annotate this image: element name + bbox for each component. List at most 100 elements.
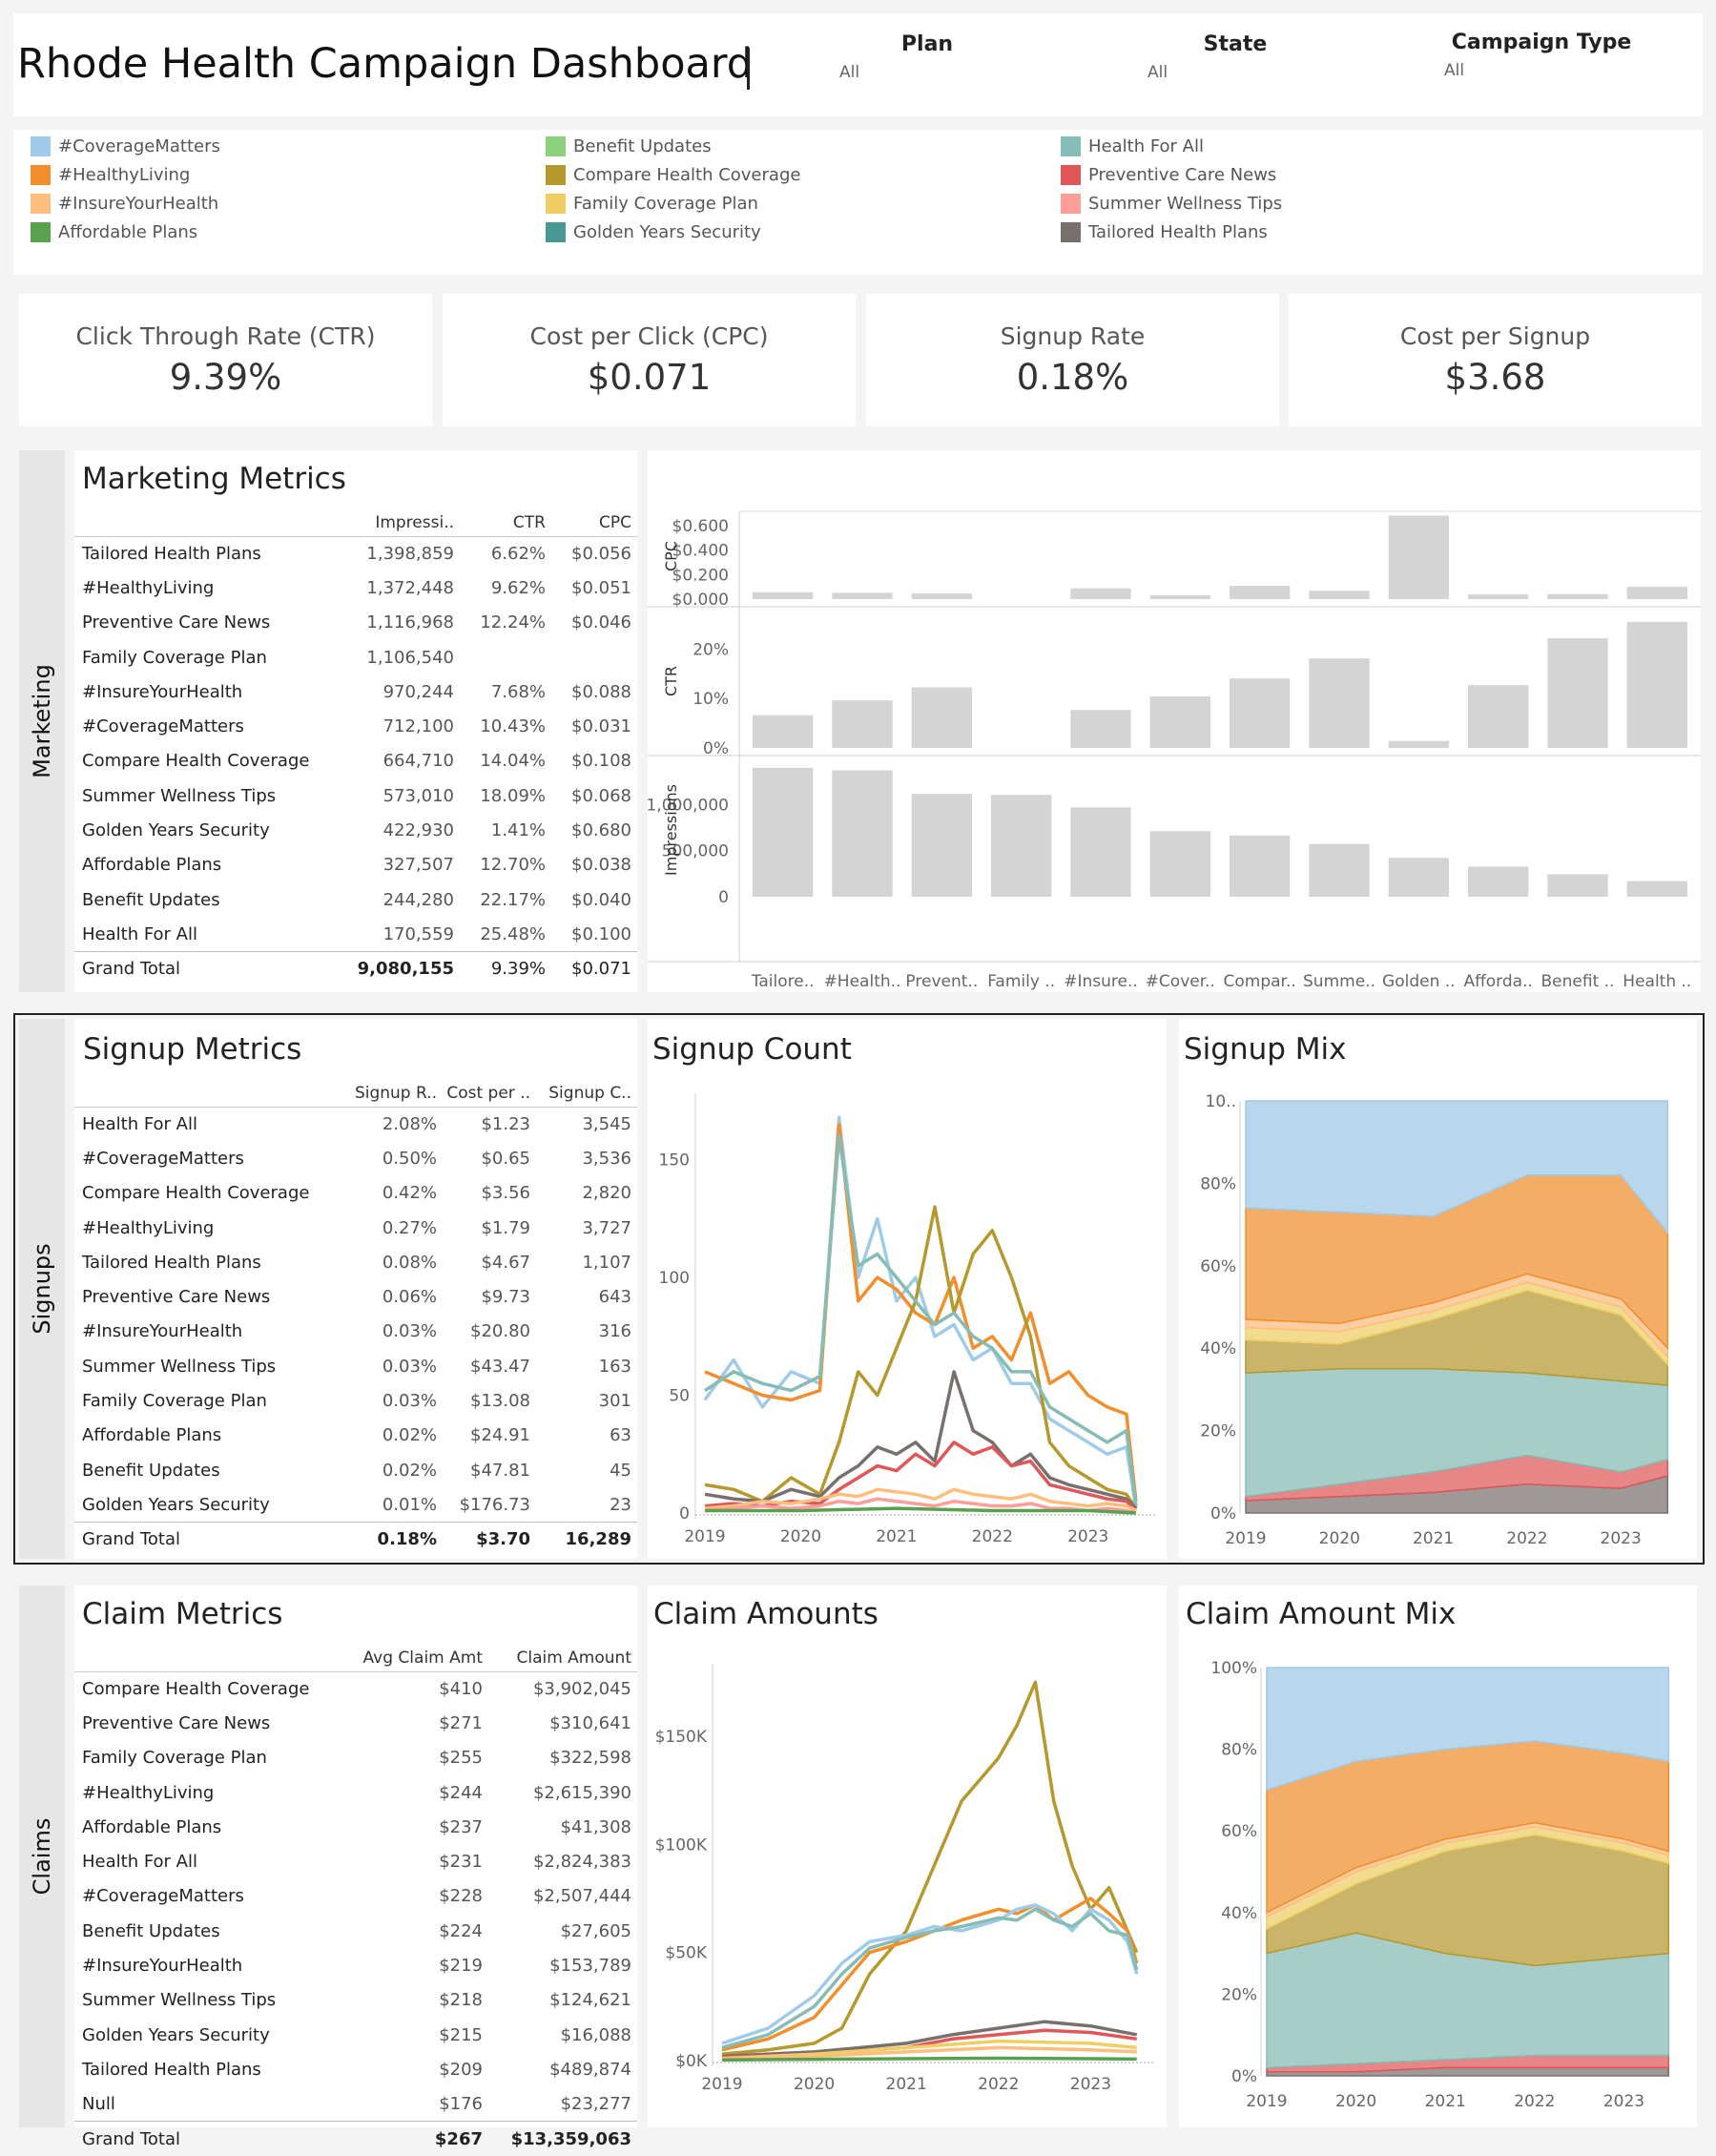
legend-item[interactable]: Preventive Care News xyxy=(1061,160,1282,189)
table-row[interactable]: Compare Health Coverage $410 $3,902,045 xyxy=(74,1671,637,1706)
row-name: Compare Health Coverage xyxy=(82,1183,310,1204)
filter-campaign-type-value[interactable]: All xyxy=(1444,61,1465,80)
filter-plan-value[interactable]: All xyxy=(839,63,860,82)
signup-count-title: Signup Count xyxy=(652,1032,852,1067)
column-header[interactable]: Avg Claim Amt xyxy=(343,1643,488,1672)
kpi-label: Cost per Signup xyxy=(1399,322,1591,350)
claim-amounts-chart: $0K $50K $100K $150K 2019 2020 2021 2022 2023 xyxy=(655,1664,1155,2094)
claim-amounts-panel: Claim Amounts $0K $50K $100K $150K 2019 2020 2… xyxy=(648,1586,1167,2127)
table-row[interactable]: Golden Years Security 0.01% $176.73 23 xyxy=(74,1487,637,1522)
row-value: 316 xyxy=(598,1321,631,1342)
column-header[interactable]: CTR xyxy=(460,508,551,537)
table-row[interactable]: Preventive Care News 0.06% $9.73 643 xyxy=(74,1279,637,1314)
table-row[interactable]: Affordable Plans 327,507 12.70% $0.038 xyxy=(74,848,637,882)
x-tick-label: Benefit .. xyxy=(1541,972,1615,991)
table-row[interactable]: Golden Years Security $215 $16,088 xyxy=(74,2018,637,2052)
column-header[interactable]: Impressi.. xyxy=(343,508,460,537)
table-row[interactable]: Health For All $231 $2,824,383 xyxy=(74,1844,637,1878)
legend-label: Summer Wellness Tips xyxy=(1088,193,1283,214)
table-row[interactable]: #HealthyLiving $244 $2,615,390 xyxy=(74,1775,637,1810)
kpi-label: Cost per Click (CPC) xyxy=(529,322,769,350)
table-row[interactable]: #CoverageMatters 0.50% $0.65 3,536 xyxy=(74,1141,637,1175)
table-row[interactable]: Preventive Care News 1,116,968 12.24% $0.04… xyxy=(74,606,637,640)
legend-item[interactable]: #CoverageMatters xyxy=(31,132,220,160)
y-tick-label: $150K xyxy=(655,1728,708,1747)
table-row[interactable]: Family Coverage Plan 1,106,540 xyxy=(74,640,637,674)
table-row[interactable]: #HealthyLiving 1,372,448 9.62% $0.051 xyxy=(74,570,637,605)
legend-item[interactable]: Family Coverage Plan xyxy=(546,189,800,218)
column-header[interactable]: Signup R.. xyxy=(347,1078,443,1108)
table-row[interactable]: Null $176 $23,277 xyxy=(74,2087,637,2122)
row-value: $219 xyxy=(439,1956,483,1977)
kpi-ctr: Click Through Rate (CTR) 9.39% xyxy=(19,294,432,426)
legend-item[interactable]: Benefit Updates xyxy=(546,132,800,160)
series-area xyxy=(1266,1667,1670,1792)
legend-item[interactable]: Tailored Health Plans xyxy=(1061,218,1282,246)
row-value: 0.02% xyxy=(382,1425,437,1446)
legend-item[interactable]: Golden Years Security xyxy=(546,218,800,246)
x-tick-label: #Insure.. xyxy=(1064,972,1138,991)
row-value: $0.038 xyxy=(571,855,631,876)
x-tick-label: 2021 xyxy=(886,2075,927,2094)
legend-item[interactable]: #InsureYourHealth xyxy=(31,189,220,218)
table-row[interactable]: #InsureYourHealth 970,244 7.68% $0.088 xyxy=(74,674,637,709)
x-tick-label: 2023 xyxy=(1067,1527,1108,1546)
legend-item[interactable]: #HealthyLiving xyxy=(31,160,220,189)
row-name: Preventive Care News xyxy=(82,612,271,633)
column-header[interactable]: Claim Amount xyxy=(488,1643,637,1672)
table-row[interactable]: Family Coverage Plan $255 $322,598 xyxy=(74,1741,637,1775)
legend-swatch xyxy=(546,193,566,214)
kpi-label: Click Through Rate (CTR) xyxy=(75,322,376,350)
signup-table: Signup R.. Cost per .. Signup C.. Health Fo… xyxy=(74,1078,637,1557)
column-header[interactable]: CPC xyxy=(551,508,637,537)
bar-impressions xyxy=(1070,807,1131,897)
table-row[interactable]: Golden Years Security 422,930 1.41% $0.680 xyxy=(74,813,637,847)
table-row[interactable]: Benefit Updates 244,280 22.17% $0.040 xyxy=(74,882,637,917)
bar-cpc xyxy=(1468,594,1529,599)
table-row[interactable]: Tailored Health Plans 0.08% $4.67 1,107 xyxy=(74,1245,637,1279)
table-row[interactable]: Compare Health Coverage 664,710 14.04% $0.1… xyxy=(74,744,637,778)
table-row[interactable]: Benefit Updates $224 $27,605 xyxy=(74,1914,637,1948)
bar-impressions xyxy=(1388,858,1449,897)
series-line xyxy=(721,1903,1139,2045)
bar-ctr xyxy=(1547,638,1608,748)
table-row[interactable]: #HealthyLiving 0.27% $1.79 3,727 xyxy=(74,1211,637,1245)
column-header[interactable]: Signup C.. xyxy=(536,1078,637,1108)
table-row[interactable]: Affordable Plans 0.02% $24.91 63 xyxy=(74,1419,637,1453)
table-row[interactable]: Compare Health Coverage 0.42% $3.56 2,820 xyxy=(74,1176,637,1211)
table-row[interactable]: Benefit Updates 0.02% $47.81 45 xyxy=(74,1453,637,1487)
row-value: $0.068 xyxy=(571,785,631,806)
row-value: 45 xyxy=(610,1460,631,1481)
legend-item[interactable]: Summer Wellness Tips xyxy=(1061,189,1282,218)
table-row[interactable]: Preventive Care News $271 $310,641 xyxy=(74,1706,637,1740)
column-header[interactable]: Cost per .. xyxy=(443,1078,536,1108)
table-row[interactable]: Summer Wellness Tips 573,010 18.09% $0.068 xyxy=(74,778,637,813)
legend-item[interactable]: Affordable Plans xyxy=(31,218,220,246)
filter-campaign-type[interactable]: Campaign Type All xyxy=(1427,31,1656,97)
table-row[interactable]: Health For All 170,559 25.48% $0.100 xyxy=(74,917,637,951)
legend-item[interactable]: Compare Health Coverage xyxy=(546,160,800,189)
table-row[interactable]: Summer Wellness Tips 0.03% $43.47 163 xyxy=(74,1349,637,1383)
table-row[interactable]: #CoverageMatters $228 $2,507,444 xyxy=(74,1879,637,1914)
table-row[interactable]: Affordable Plans $237 $41,308 xyxy=(74,1810,637,1844)
series-line xyxy=(704,1122,1138,1502)
table-row[interactable]: Tailored Health Plans 1,398,859 6.62% $0.05… xyxy=(74,536,637,570)
filter-plan[interactable]: Plan All xyxy=(813,32,1042,99)
row-name: Golden Years Security xyxy=(82,2024,270,2045)
table-row[interactable]: #InsureYourHealth 0.03% $20.80 316 xyxy=(74,1315,637,1349)
legend-label: #HealthyLiving xyxy=(58,164,191,185)
x-tick-label: Golden .. xyxy=(1382,972,1456,991)
row-name: #HealthyLiving xyxy=(82,577,215,598)
x-tick-label: 2021 xyxy=(876,1527,917,1546)
table-row[interactable]: Tailored Health Plans $209 $489,874 xyxy=(74,2052,637,2086)
table-row[interactable]: Family Coverage Plan 0.03% $13.08 301 xyxy=(74,1383,637,1418)
table-row[interactable]: Summer Wellness Tips $218 $124,621 xyxy=(74,1983,637,2018)
table-row[interactable]: Health For All 2.08% $1.23 3,545 xyxy=(74,1107,637,1141)
table-row[interactable]: #CoverageMatters 712,100 10.43% $0.031 xyxy=(74,709,637,743)
filter-state-value[interactable]: All xyxy=(1147,63,1168,82)
legend-item[interactable]: Health For All xyxy=(1061,132,1282,160)
filter-state[interactable]: State All xyxy=(1121,32,1350,99)
table-row[interactable]: #InsureYourHealth $219 $153,789 xyxy=(74,1948,637,1982)
header-panel: Rhode Health Campaign Dashboard Plan All… xyxy=(13,13,1703,116)
legend-label: Benefit Updates xyxy=(573,135,712,156)
